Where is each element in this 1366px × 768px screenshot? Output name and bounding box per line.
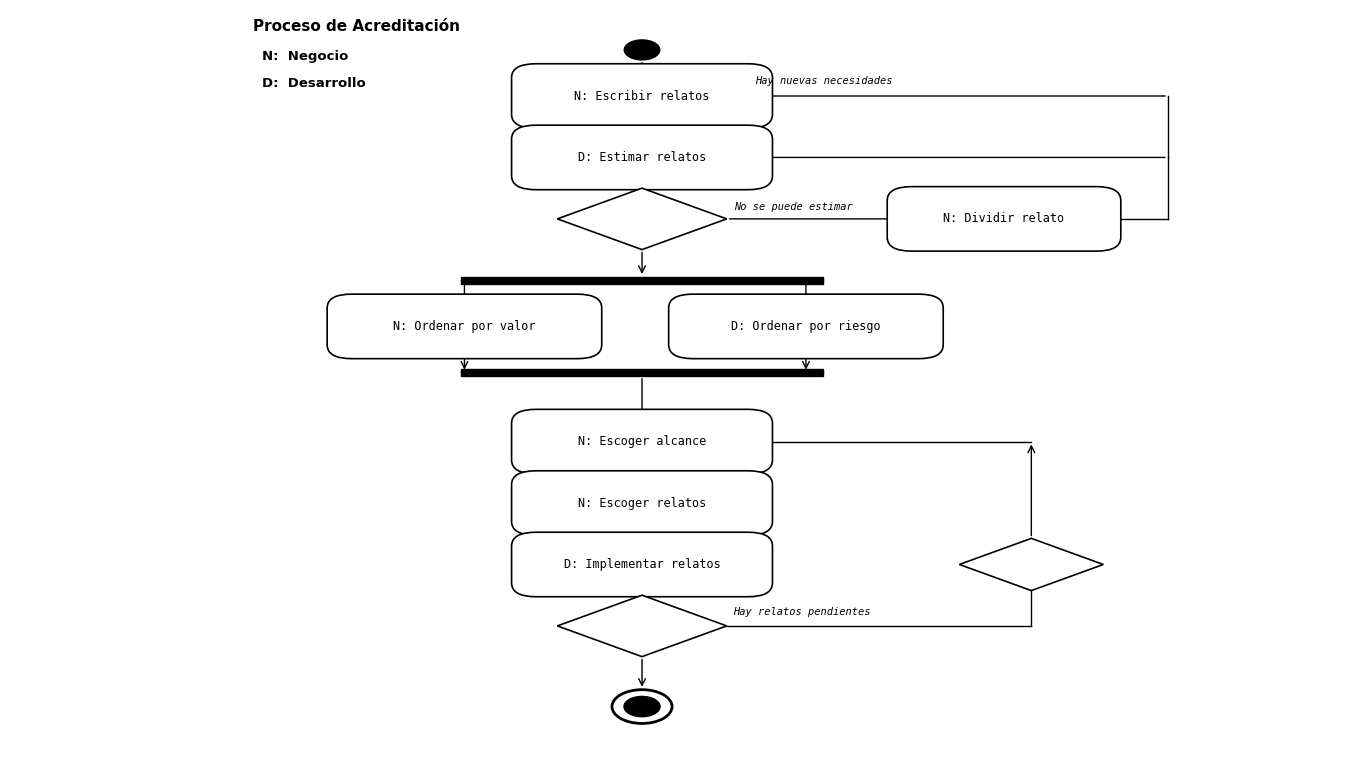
Text: D:  Desarrollo: D: Desarrollo (262, 77, 366, 90)
Polygon shape (557, 188, 727, 250)
Text: N:  Negocio: N: Negocio (262, 50, 348, 63)
Text: D: Ordenar por riesgo: D: Ordenar por riesgo (731, 320, 881, 333)
FancyBboxPatch shape (511, 532, 772, 597)
Text: Proceso de Acreditación: Proceso de Acreditación (253, 19, 460, 35)
Text: D: Implementar relatos: D: Implementar relatos (564, 558, 720, 571)
FancyBboxPatch shape (887, 187, 1120, 251)
Text: N: Ordenar por valor: N: Ordenar por valor (393, 320, 535, 333)
Text: No se puede estimar: No se puede estimar (734, 202, 852, 212)
Circle shape (612, 690, 672, 723)
Text: Hay nuevas necesidades: Hay nuevas necesidades (754, 77, 892, 87)
FancyBboxPatch shape (511, 125, 772, 190)
FancyBboxPatch shape (328, 294, 601, 359)
Polygon shape (557, 595, 727, 657)
Polygon shape (959, 538, 1104, 591)
Text: N: Dividir relato: N: Dividir relato (944, 213, 1064, 225)
FancyBboxPatch shape (668, 294, 943, 359)
Text: D: Estimar relatos: D: Estimar relatos (578, 151, 706, 164)
Text: N: Escoger relatos: N: Escoger relatos (578, 497, 706, 509)
FancyBboxPatch shape (511, 409, 772, 474)
Text: Hay relatos pendientes: Hay relatos pendientes (734, 607, 872, 617)
Circle shape (624, 40, 660, 60)
Bar (460, 276, 822, 283)
FancyBboxPatch shape (511, 64, 772, 128)
Text: N: Escoger alcance: N: Escoger alcance (578, 435, 706, 448)
Bar (460, 369, 822, 376)
FancyBboxPatch shape (511, 471, 772, 535)
Circle shape (624, 697, 660, 717)
Text: N: Escribir relatos: N: Escribir relatos (574, 90, 710, 102)
